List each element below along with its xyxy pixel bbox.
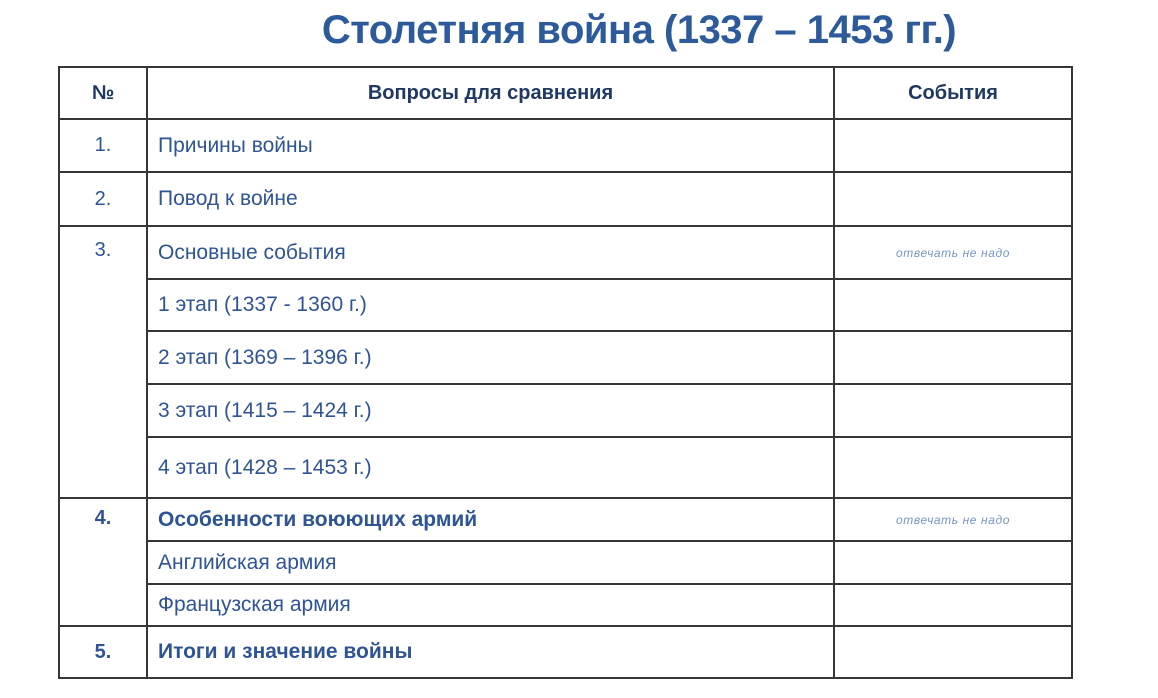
events-cell (833, 436, 1073, 499)
question-cell: Особенности воюющих армий (146, 497, 835, 542)
row-number-cell: 2. (58, 171, 148, 227)
events-cell (833, 118, 1073, 173)
events-cell (833, 383, 1073, 438)
col-header-question: Вопросы для сравнения (146, 66, 835, 120)
row-number-cell: 4. (58, 497, 148, 627)
events-cell (833, 625, 1073, 679)
note-text: отвечать не надо (896, 245, 1010, 260)
events-cell (833, 330, 1073, 385)
events-cell: отвечать не надо (833, 225, 1073, 280)
question-cell: Причины войны (146, 118, 835, 173)
table-row: 2 этап (1369 – 1396 г.) (59, 330, 1073, 385)
table-row: 5. Итоги и значение войны (58, 625, 1073, 679)
table-row: 3. Основные события отвечать не надо (58, 225, 1073, 499)
events-cell (833, 540, 1073, 585)
events-cell (833, 583, 1073, 627)
question-cell: Повод к войне (146, 171, 835, 227)
slide-title: Столетняя война (1337 – 1453 гг.) (321, 8, 957, 52)
question-cell: 3 этап (1415 – 1424 г.) (146, 383, 835, 438)
row-number-cell: 1. (58, 118, 148, 173)
events-cell: отвечать не надо (833, 497, 1073, 542)
table-row: 3 этап (1415 – 1424 г.) (59, 383, 1073, 438)
table-row: 1 этап (1337 - 1360 г.) (59, 278, 1073, 332)
header-row: № Вопросы для сравнения События (58, 66, 1073, 120)
question-cell: Итоги и значение войны (146, 625, 835, 679)
col-header-number: № (58, 66, 148, 120)
table-row: Английская армия (59, 540, 1073, 585)
question-cell: 2 этап (1369 – 1396 г.) (146, 330, 835, 385)
note-text: отвечать не надо (896, 512, 1010, 527)
events-cell (833, 278, 1073, 332)
table-row: Французская армия (59, 583, 1073, 627)
events-cell (833, 171, 1073, 227)
question-cell: Французская армия (146, 583, 835, 627)
table-row: 4 этап (1428 – 1453 г.) (59, 436, 1073, 499)
question-cell: 1 этап (1337 - 1360 г.) (146, 278, 835, 332)
question-cell: 4 этап (1428 – 1453 г.) (146, 436, 835, 499)
question-cell: Основные события (146, 225, 835, 280)
table-row: 4. Особенности воюющих армий отвечать не… (58, 497, 1073, 627)
row-number-cell: 5. (58, 625, 148, 679)
table-row: 1. Причины войны (58, 118, 1073, 173)
col-header-events: События (833, 66, 1073, 120)
table-row: 2. Повод к войне (58, 171, 1073, 227)
comparison-table: № Вопросы для сравнения События 1. Причи… (58, 66, 1073, 679)
question-cell: Английская армия (146, 540, 835, 585)
row-number-cell: 3. (58, 225, 148, 499)
